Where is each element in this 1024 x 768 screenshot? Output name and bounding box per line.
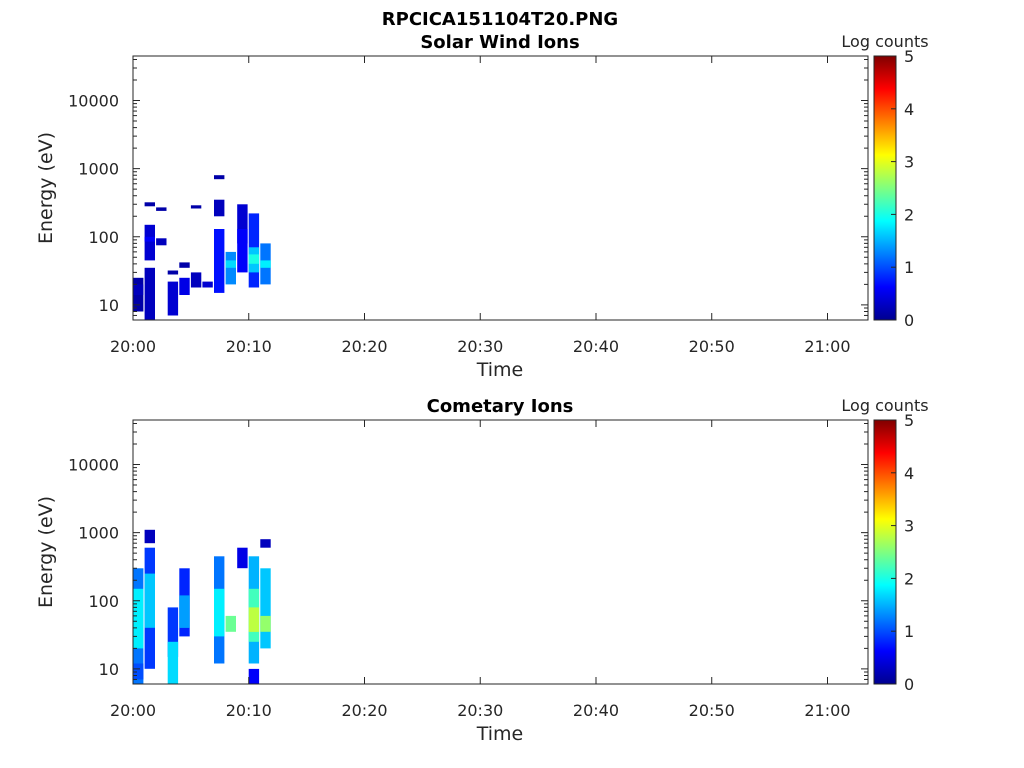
heatmap-cell bbox=[248, 607, 260, 632]
colorbar-label: Log counts bbox=[841, 396, 928, 415]
heatmap-cell bbox=[225, 615, 236, 632]
heatmap-cell bbox=[214, 588, 225, 637]
heatmap-cell bbox=[260, 539, 271, 548]
heatmap-cell bbox=[144, 224, 155, 261]
y-tick-label: 10000 bbox=[68, 456, 119, 475]
heatmap-cell bbox=[156, 238, 167, 246]
heatmap-cell bbox=[190, 272, 202, 288]
heatmap-cell bbox=[179, 277, 190, 295]
heatmap-cell bbox=[214, 229, 225, 293]
x-tick-label: 20:50 bbox=[689, 701, 735, 720]
x-tick-label: 20:10 bbox=[226, 337, 272, 356]
heatmap-cell bbox=[133, 588, 144, 649]
y-tick-label: 10 bbox=[99, 660, 119, 679]
colorbar-tick-label: 3 bbox=[904, 153, 914, 172]
heatmap-cell bbox=[167, 607, 179, 657]
heatmap-cell bbox=[133, 284, 144, 295]
x-tick-label: 20:30 bbox=[457, 701, 503, 720]
heatmap-cell bbox=[167, 270, 179, 275]
heatmap-cells bbox=[133, 529, 271, 684]
colorbar-label: Log counts bbox=[841, 32, 928, 51]
heatmap-cell bbox=[202, 281, 213, 288]
y-axis-label: Energy (eV) bbox=[35, 496, 57, 608]
y-tick-label: 100 bbox=[88, 228, 119, 247]
heatmap-cell bbox=[214, 175, 225, 180]
heatmap-cell bbox=[260, 568, 271, 649]
x-axis-label: Time bbox=[476, 359, 524, 381]
x-tick-label: 20:10 bbox=[226, 701, 272, 720]
heatmap-cell bbox=[167, 641, 179, 684]
colorbar-tick-label: 4 bbox=[904, 100, 914, 119]
colorbar-tick-label: 5 bbox=[904, 47, 914, 66]
colorbar-tick-label: 4 bbox=[904, 464, 914, 483]
heatmap-cell bbox=[225, 251, 236, 285]
heatmap-cell bbox=[133, 663, 144, 680]
y-tick-label: 10 bbox=[99, 296, 119, 315]
x-tick-label: 20:20 bbox=[341, 701, 387, 720]
cometary-panel: 20:00 20:10 20:20 20:30 20:40 20:50 21:0010100… bbox=[35, 396, 929, 745]
heatmap-cell bbox=[156, 207, 167, 211]
x-tick-label: 21:00 bbox=[804, 337, 850, 356]
x-tick-label: 20:40 bbox=[573, 701, 619, 720]
heatmap-cell bbox=[248, 254, 260, 264]
solar-wind-panel: 20:00 20:10 20:20 20:30 20:40 20:50 21:0010100… bbox=[35, 32, 929, 381]
x-tick-label: 20:30 bbox=[457, 337, 503, 356]
heatmap-cells bbox=[133, 175, 271, 320]
heatmap-cell bbox=[190, 205, 202, 209]
x-axis-label: Time bbox=[476, 723, 524, 745]
heatmap-cell bbox=[179, 262, 190, 268]
heatmap-cell bbox=[237, 229, 248, 273]
x-tick-label: 20:20 bbox=[341, 337, 387, 356]
x-tick-label: 20:40 bbox=[573, 337, 619, 356]
heatmap-cell bbox=[179, 595, 190, 628]
heatmap-cell bbox=[144, 267, 155, 320]
colorbar-tick-label: 1 bbox=[904, 622, 914, 641]
heatmap-cell bbox=[144, 202, 155, 207]
heatmap-cell bbox=[144, 529, 155, 544]
colorbar-tick-label: 2 bbox=[904, 569, 914, 588]
figure-title: RPCICA151104T20.PNG bbox=[382, 9, 618, 30]
heatmap-cell bbox=[167, 281, 179, 316]
colorbar-tick-label: 1 bbox=[904, 258, 914, 277]
panel-title: Cometary Ions bbox=[427, 396, 574, 417]
x-tick-label: 20:50 bbox=[689, 337, 735, 356]
colorbar-tick-label: 5 bbox=[904, 411, 914, 430]
heatmap-cell bbox=[144, 236, 155, 242]
heatmap-cell bbox=[237, 204, 248, 244]
y-tick-label: 1000 bbox=[78, 160, 119, 179]
heatmap-cell bbox=[237, 547, 248, 569]
colorbar bbox=[873, 419, 897, 685]
colorbar bbox=[873, 55, 897, 321]
x-tick-label: 21:00 bbox=[804, 701, 850, 720]
colorbar-tick-label: 0 bbox=[904, 675, 914, 694]
plot-area bbox=[133, 56, 868, 320]
heatmap-cell bbox=[225, 260, 236, 268]
y-tick-label: 10000 bbox=[68, 92, 119, 111]
colorbar-tick-label: 2 bbox=[904, 205, 914, 224]
y-axis-label: Energy (eV) bbox=[35, 132, 57, 244]
panel-title: Solar Wind Ions bbox=[420, 32, 579, 53]
axes-frame bbox=[132, 419, 869, 685]
y-tick-label: 1000 bbox=[78, 524, 119, 543]
colorbar-tick-label: 0 bbox=[904, 311, 914, 330]
heatmap-cell bbox=[260, 615, 271, 632]
heatmap-cell bbox=[248, 668, 260, 684]
x-tick-label: 20:00 bbox=[110, 337, 156, 356]
y-tick-label: 100 bbox=[88, 592, 119, 611]
x-tick-label: 20:00 bbox=[110, 701, 156, 720]
colorbar-tick-label: 3 bbox=[904, 517, 914, 536]
heatmap-cell bbox=[260, 260, 271, 268]
heatmap-cell bbox=[144, 573, 155, 628]
axes-frame bbox=[132, 55, 869, 321]
heatmap-cell bbox=[214, 199, 225, 217]
